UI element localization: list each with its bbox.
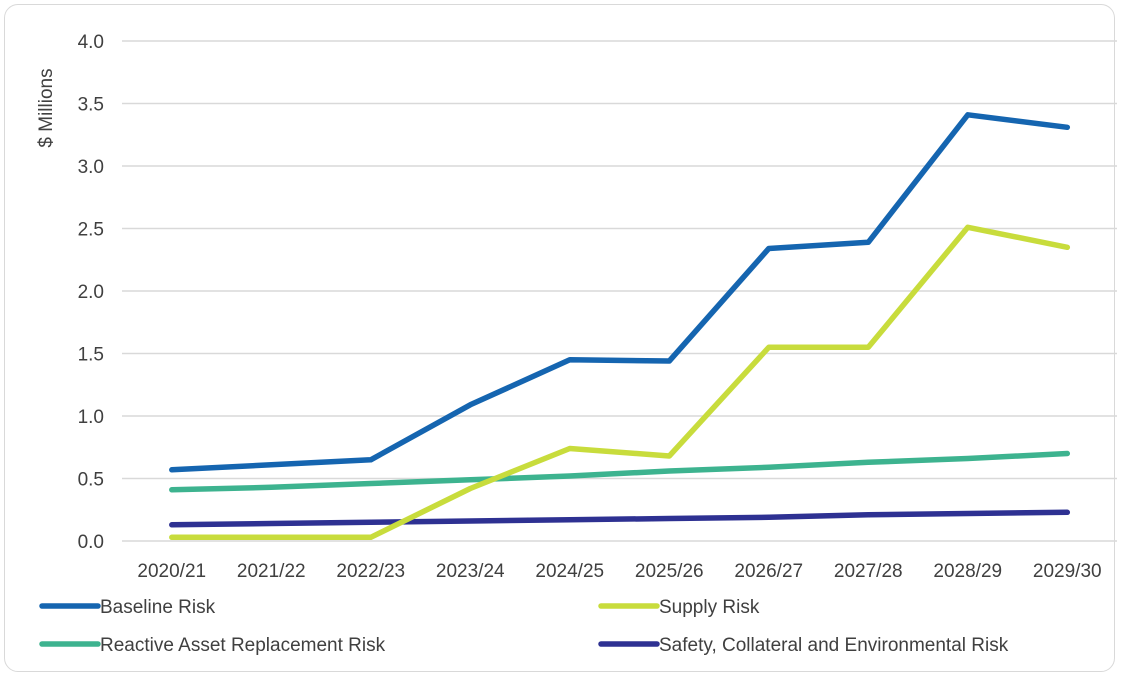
legend-label: Supply Risk — [659, 597, 760, 618]
series-line-reactive-asset-replacement-risk — [169, 450, 1071, 493]
series-line-baseline-risk — [169, 112, 1071, 473]
legend: Baseline Risk Supply Risk Reactive Asset R… — [39, 597, 1009, 656]
x-tick-label: 2022/23 — [336, 561, 405, 582]
y-tick-label: 3.5 — [78, 95, 104, 116]
y-tick-label: 0.0 — [78, 532, 104, 553]
legend-label: Baseline Risk — [100, 597, 216, 618]
x-axis-ticks: 2020/21 2021/22 2022/23 2023/24 2024/25 2025/… — [137, 561, 1101, 582]
y-tick-label: 3.0 — [78, 157, 104, 178]
x-tick-label: 2020/21 — [137, 561, 206, 582]
y-axis-ticks: 0.0 0.5 1.0 1.5 2.0 2.5 3.0 3.5 4.0 — [78, 32, 104, 553]
x-tick-label: 2028/29 — [933, 561, 1002, 582]
x-tick-label: 2026/27 — [734, 561, 803, 582]
legend-item: Safety, Collateral and Environmental Ris… — [598, 635, 1009, 656]
legend-label: Reactive Asset Replacement Risk — [100, 635, 386, 656]
legend-item: Reactive Asset Replacement Risk — [39, 635, 386, 656]
y-axis-label: $ Millions — [36, 68, 57, 147]
x-tick-label: 2021/22 — [237, 561, 306, 582]
series-lines — [169, 112, 1071, 541]
x-tick-label: 2023/24 — [436, 561, 505, 582]
x-tick-label: 2025/26 — [635, 561, 704, 582]
series-line-safety-collateral-and-environmental-risk — [169, 509, 1071, 528]
chart-frame — [4, 4, 1115, 672]
y-tick-label: 4.0 — [78, 32, 104, 53]
y-tick-label: 1.0 — [78, 407, 104, 428]
y-tick-label: 2.5 — [78, 220, 104, 241]
x-tick-label: 2027/28 — [834, 561, 903, 582]
y-tick-label: 1.5 — [78, 345, 104, 366]
legend-label: Safety, Collateral and Environmental Ris… — [659, 635, 1009, 656]
gridlines — [122, 40, 1117, 542]
legend-item: Baseline Risk — [39, 597, 216, 618]
series-line-supply-risk — [169, 224, 1071, 541]
y-tick-label: 2.0 — [78, 282, 104, 303]
x-tick-label: 2029/30 — [1033, 561, 1102, 582]
y-tick-label: 0.5 — [78, 470, 104, 491]
x-tick-label: 2024/25 — [535, 561, 604, 582]
legend-item: Supply Risk — [598, 597, 760, 618]
